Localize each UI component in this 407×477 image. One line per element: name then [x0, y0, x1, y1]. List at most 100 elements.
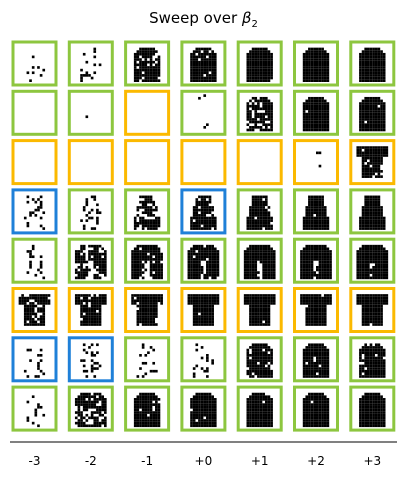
- pixel: [359, 247, 362, 251]
- pixel: [139, 307, 142, 310]
- pixel: [157, 413, 161, 417]
- pixel: [96, 273, 99, 277]
- pixel: [372, 123, 375, 127]
- pixel: [372, 126, 375, 129]
- pixel: [211, 273, 214, 277]
- pixel: [308, 307, 311, 310]
- pixel: [80, 392, 83, 396]
- pixel: [313, 107, 316, 111]
- pixel: [80, 411, 83, 414]
- pixel: [305, 405, 309, 409]
- pixel: [302, 104, 306, 108]
- pixel: [195, 398, 199, 401]
- pixel: [385, 268, 389, 272]
- pixel: [195, 413, 199, 417]
- pixel: [305, 76, 309, 80]
- pixel: [147, 52, 150, 56]
- pixel: [308, 50, 311, 53]
- pixel: [195, 227, 199, 230]
- pixel: [152, 302, 156, 305]
- pixel: [139, 424, 142, 428]
- pixel: [147, 392, 150, 396]
- pixel: [141, 413, 145, 417]
- pixel: [249, 405, 252, 409]
- pixel: [133, 271, 137, 274]
- pixel: [310, 265, 314, 269]
- pixel: [251, 60, 255, 64]
- pixel: [200, 214, 204, 217]
- pixel: [369, 198, 373, 201]
- pixel: [149, 411, 153, 414]
- pixel: [160, 271, 163, 274]
- pixel: [157, 68, 161, 72]
- pixel: [26, 317, 30, 321]
- pixel: [23, 307, 27, 310]
- pixel: [369, 405, 373, 409]
- pixel: [93, 50, 97, 53]
- pixel: [367, 317, 370, 321]
- pixel: [262, 356, 265, 360]
- pixel: [380, 413, 383, 417]
- pixel: [149, 265, 153, 269]
- pixel: [326, 55, 330, 59]
- pixel: [259, 260, 263, 264]
- pixel: [200, 413, 204, 417]
- pixel: [208, 405, 212, 409]
- pixel: [316, 60, 319, 64]
- pixel: [364, 265, 368, 269]
- pixel: [302, 260, 306, 264]
- pixel: [359, 265, 362, 269]
- pixel: [270, 356, 273, 360]
- pixel: [262, 216, 265, 220]
- pixel: [382, 361, 386, 365]
- pixel: [29, 250, 32, 253]
- pixel: [198, 260, 201, 264]
- pixel: [361, 76, 365, 80]
- pixel: [323, 206, 327, 209]
- pixel: [139, 250, 142, 253]
- pixel: [270, 369, 273, 373]
- pixel: [305, 302, 309, 305]
- pixel: [318, 346, 322, 349]
- pixel: [93, 312, 97, 316]
- pixel: [264, 351, 268, 355]
- pixel: [326, 219, 330, 222]
- pixel: [259, 317, 263, 321]
- pixel: [211, 400, 214, 404]
- pixel: [136, 63, 140, 67]
- pixel: [259, 71, 263, 75]
- pixel: [198, 315, 201, 318]
- pixel: [77, 273, 81, 277]
- pixel: [313, 203, 316, 207]
- pixel: [302, 227, 306, 230]
- pixel: [257, 112, 260, 116]
- pixel: [361, 408, 365, 412]
- pixel: [149, 273, 153, 277]
- pixel: [26, 416, 30, 420]
- pixel: [93, 244, 97, 248]
- pixel: [361, 310, 365, 313]
- pixel: [155, 398, 158, 401]
- pixel: [157, 419, 161, 422]
- pixel: [144, 206, 148, 209]
- pixel: [367, 221, 370, 225]
- pixel: [267, 110, 271, 113]
- pixel: [372, 118, 375, 121]
- pixel: [316, 110, 319, 113]
- pixel: [380, 151, 383, 155]
- pixel: [308, 74, 311, 77]
- pixel: [318, 348, 322, 352]
- pixel: [254, 263, 258, 266]
- pixel: [257, 247, 260, 251]
- pixel: [249, 110, 252, 113]
- pixel: [259, 74, 263, 77]
- pixel: [364, 107, 368, 111]
- pixel: [302, 216, 306, 220]
- pixel: [104, 294, 107, 297]
- pixel: [308, 68, 311, 72]
- pixel: [152, 315, 156, 318]
- pixel: [377, 307, 381, 310]
- pixel: [206, 356, 209, 360]
- pixel: [249, 104, 252, 108]
- pixel: [198, 214, 201, 217]
